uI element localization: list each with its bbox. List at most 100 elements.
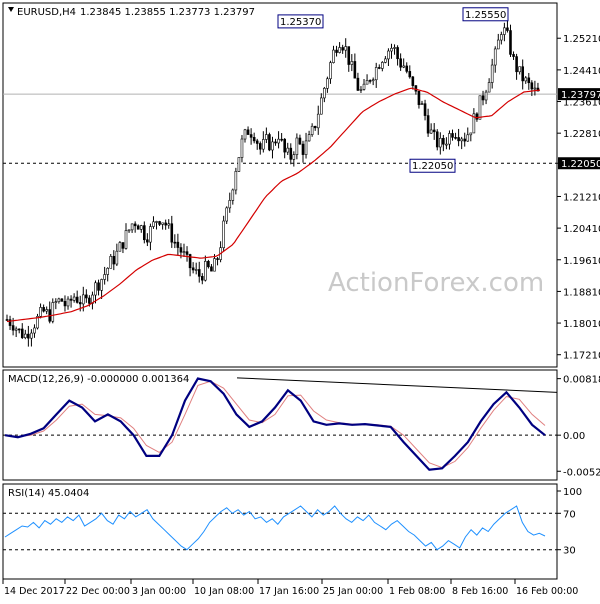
candle-body: [24, 333, 27, 338]
candle-body: [381, 62, 384, 69]
current-price-tag: [558, 88, 600, 101]
candle-body: [283, 138, 286, 153]
candle-body: [277, 138, 280, 144]
candle-body: [304, 140, 308, 155]
candle-body: [298, 137, 302, 145]
support-price-tag: [558, 157, 600, 170]
candle-body: [63, 301, 67, 307]
price-tick-label: 1.23610: [563, 98, 600, 109]
price-layer: 1.25370 1.25550 1.22050: [3, 7, 557, 347]
macd-signal-line: [4, 380, 546, 469]
candle-body: [399, 58, 402, 68]
x-tick-label: 14 Dec 2017: [4, 586, 65, 597]
candle-body: [493, 48, 497, 66]
candle-body: [170, 223, 174, 243]
candle-body: [246, 129, 250, 135]
candle-body: [481, 95, 485, 101]
candle-body: [478, 95, 482, 120]
candle-body: [402, 65, 405, 68]
candle-body: [329, 62, 332, 80]
macd-tick-label: -0.005223: [563, 467, 600, 478]
candle-body: [69, 298, 73, 301]
candle-body: [368, 80, 372, 82]
candle-body: [384, 58, 387, 63]
price-annotation-box: [409, 158, 456, 173]
candle-body: [374, 67, 378, 81]
header-ohlc: 1.23845 1.23855 1.23773 1.23797: [80, 7, 255, 18]
candle-body: [512, 54, 515, 57]
rsi-label: RSI(14) 45.0404: [8, 488, 89, 499]
candle-body: [487, 82, 491, 93]
candle-body: [457, 137, 460, 142]
candle-body: [356, 77, 360, 91]
candle-body: [45, 309, 48, 312]
candle-body: [191, 267, 195, 271]
x-tick-label: 16 Feb 00:00: [516, 586, 578, 597]
candle-body: [57, 298, 61, 302]
candle-body: [307, 134, 311, 142]
candle-body: [515, 56, 518, 73]
candle-body: [222, 220, 225, 249]
macd-main-line: [4, 377, 546, 471]
x-tick-label: 10 Jan 08:00: [194, 586, 254, 597]
candle-body: [393, 47, 396, 49]
candle-body: [414, 85, 418, 92]
candle-body: [112, 256, 116, 265]
candle-body: [207, 261, 210, 268]
dropdown-triangle-icon: [8, 7, 14, 12]
candle-body: [30, 332, 33, 339]
candle-body: [466, 134, 470, 142]
candle-body: [265, 134, 268, 140]
candle-body: [167, 223, 171, 226]
candle-body: [228, 200, 232, 209]
candle-body: [130, 223, 134, 231]
candle-body: [292, 154, 296, 160]
price-tick-label: 1.20410: [563, 224, 600, 235]
x-tick-label: 22 Dec 00:00: [66, 586, 130, 597]
price-tick-label: 1.18010: [563, 319, 600, 330]
candle-body: [252, 137, 256, 142]
candle-body: [127, 229, 131, 232]
candle-body: [509, 30, 512, 55]
candle-body: [316, 113, 320, 129]
candle-body: [149, 226, 152, 243]
candle-body: [451, 133, 454, 138]
candle-body: [85, 294, 88, 299]
candle-body: [484, 91, 488, 101]
x-tick-label: 1 Feb 08:00: [389, 586, 445, 597]
macd-panel: [2, 369, 558, 481]
candle-body: [417, 90, 421, 105]
candle-body: [234, 171, 238, 191]
candle-body: [490, 64, 494, 83]
candle-body: [448, 133, 451, 145]
candle-body: [27, 333, 30, 339]
candle-body: [194, 269, 198, 271]
rsi-tick-label: 100: [563, 487, 582, 498]
candle-body: [524, 77, 528, 82]
candle-body: [533, 87, 537, 90]
x-tick-label: 3 Jan 00:00: [132, 586, 186, 597]
candle-body: [506, 27, 509, 31]
candle-body: [81, 294, 85, 305]
candle-body: [341, 47, 344, 51]
macd-trend-line: [236, 377, 558, 393]
candle-body: [365, 80, 369, 85]
candle-body: [262, 139, 265, 150]
rsi-line: [4, 505, 546, 551]
candle-body: [176, 241, 180, 248]
candle-body: [118, 242, 122, 252]
candle-body: [179, 247, 183, 253]
candle-body: [518, 66, 521, 73]
candle-body: [36, 316, 39, 329]
candle-body: [521, 66, 524, 82]
candle-body: [143, 225, 146, 241]
candle-body: [274, 141, 277, 144]
candle-body: [280, 138, 283, 141]
candle-body: [454, 137, 457, 139]
candle-body: [271, 141, 274, 151]
candle-body: [289, 147, 293, 160]
candle-body: [258, 143, 262, 150]
candle-body: [268, 134, 271, 151]
